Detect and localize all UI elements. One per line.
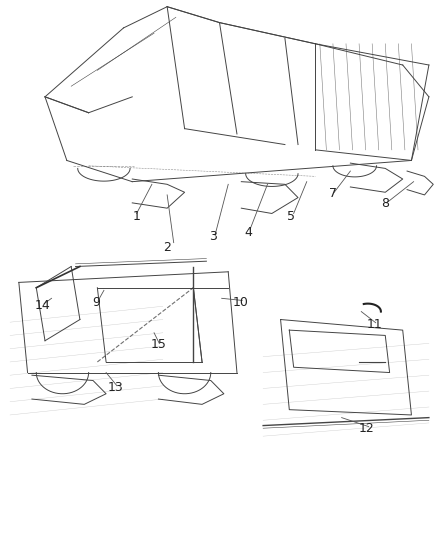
Text: 10: 10	[232, 295, 248, 309]
Text: 13: 13	[108, 381, 123, 394]
Text: 1: 1	[132, 209, 140, 223]
Text: 11: 11	[366, 318, 381, 332]
Text: 2: 2	[163, 241, 171, 254]
Text: 5: 5	[287, 209, 295, 223]
Text: 14: 14	[35, 298, 51, 312]
Text: 8: 8	[380, 197, 389, 211]
Text: 15: 15	[150, 338, 166, 351]
Text: 4: 4	[244, 225, 251, 239]
Text: 3: 3	[208, 230, 216, 243]
Text: 7: 7	[328, 188, 336, 200]
Text: 12: 12	[358, 422, 374, 435]
Text: 9: 9	[92, 296, 100, 309]
